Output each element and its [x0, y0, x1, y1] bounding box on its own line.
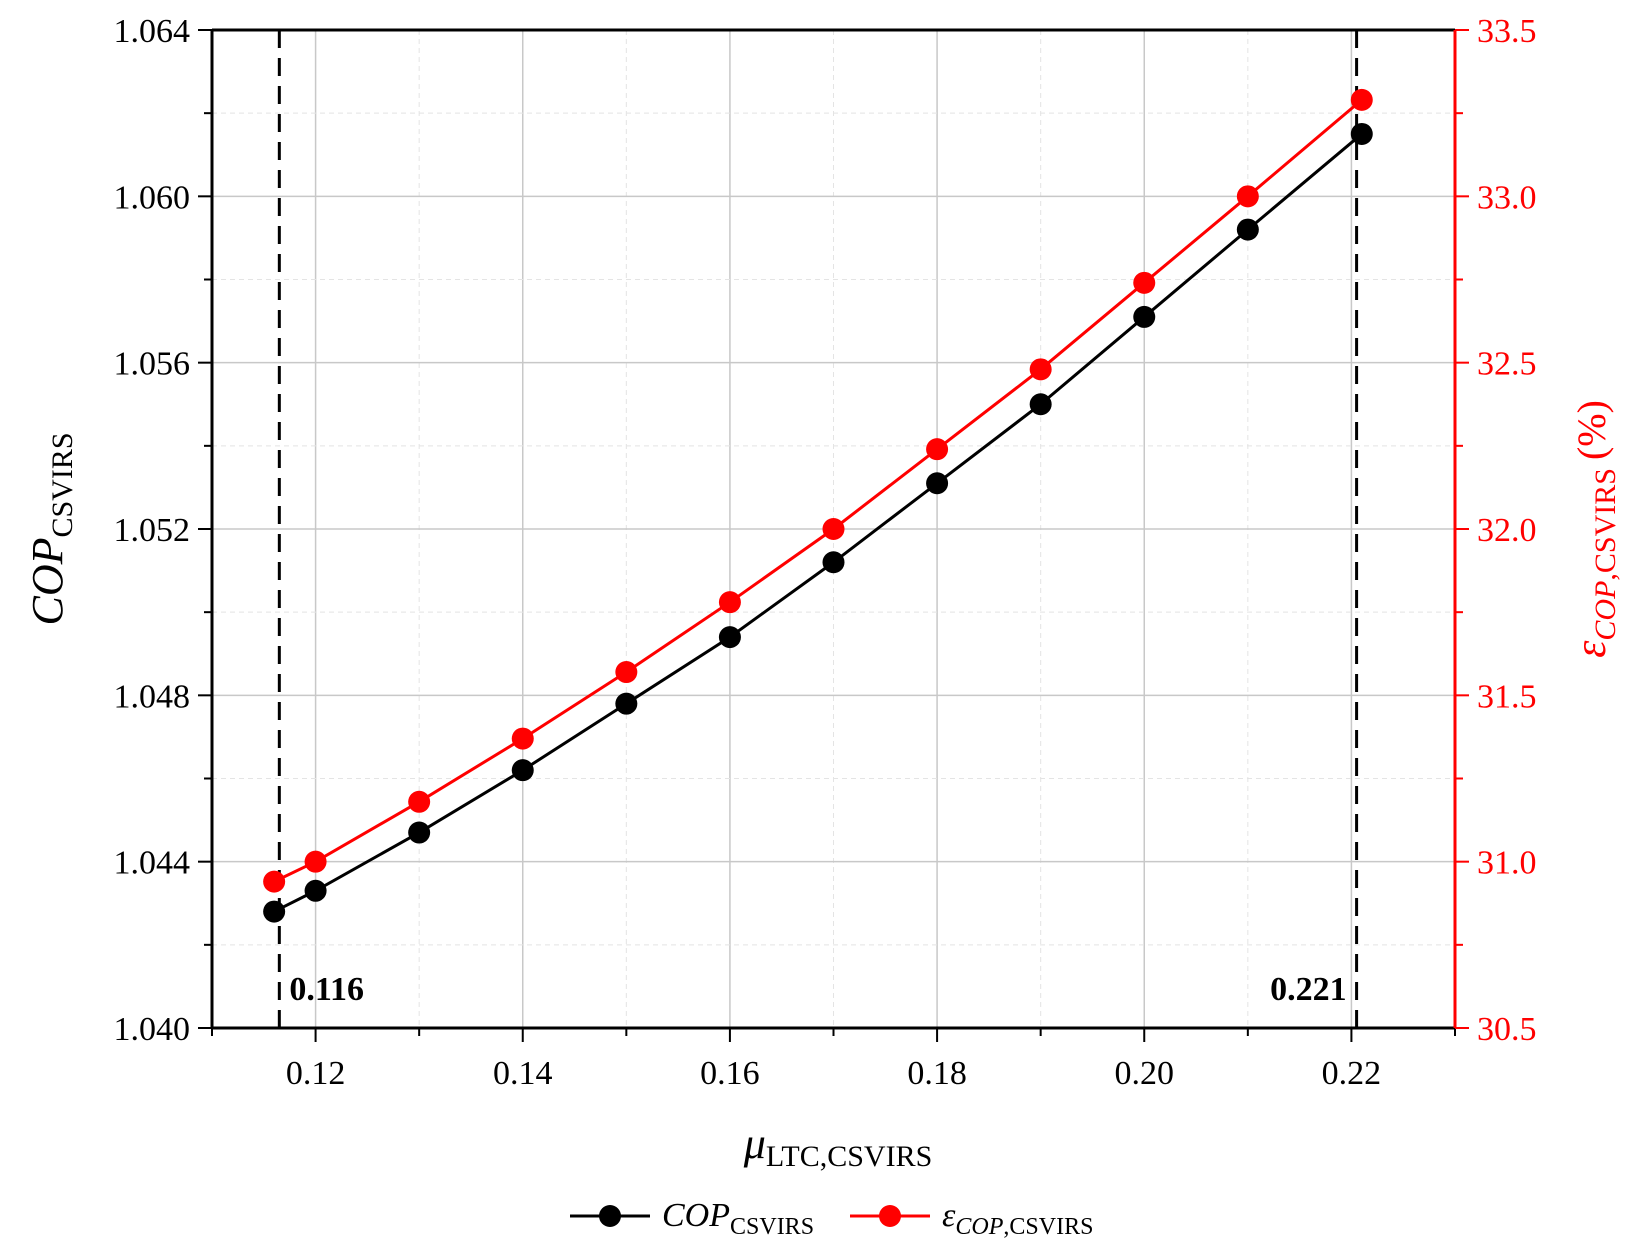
- legend-marker-epsilon: [879, 1205, 901, 1227]
- y-left-tick-label: 1.048: [114, 678, 191, 715]
- x-tick-label: 0.18: [907, 1055, 967, 1092]
- y-right-tick-label: 30.5: [1477, 1011, 1537, 1048]
- data-point-0: [1350, 122, 1373, 145]
- data-point-1: [615, 661, 638, 684]
- data-point-0: [511, 759, 534, 782]
- y-right-tick-label: 31.5: [1477, 678, 1537, 715]
- y-left-tick-label: 1.040: [114, 1011, 191, 1048]
- data-point-1: [304, 850, 327, 873]
- data-point-1: [718, 591, 741, 614]
- x-tick-label: 0.20: [1115, 1055, 1175, 1092]
- x-tick-label: 0.16: [700, 1055, 760, 1092]
- y-left-tick-label: 1.044: [114, 845, 191, 882]
- data-point-0: [408, 821, 431, 844]
- y-right-tick-label: 32.5: [1477, 346, 1537, 383]
- y-left-axis-title: COPCSVIRS: [23, 432, 79, 625]
- data-point-1: [926, 438, 949, 461]
- data-point-0: [926, 472, 949, 495]
- y-left-tick-label: 1.064: [114, 13, 191, 50]
- x-axis-title: μLTC,CSVIRS: [743, 1119, 933, 1173]
- y-left-tick-label: 1.056: [114, 346, 191, 383]
- data-point-1: [1236, 185, 1259, 208]
- data-point-0: [263, 900, 286, 923]
- data-point-1: [511, 727, 534, 750]
- y-right-tick-label: 31.0: [1477, 845, 1537, 882]
- reference-line-label: 0.116: [289, 971, 364, 1008]
- x-tick-label: 0.14: [493, 1055, 553, 1092]
- data-point-1: [408, 790, 431, 813]
- series-line-0: [273, 132, 1363, 913]
- data-point-0: [1133, 305, 1156, 328]
- data-point-0: [718, 626, 741, 649]
- data-point-1: [1029, 358, 1052, 381]
- data-point-0: [822, 551, 845, 574]
- legend-label-epsilon: εCOP,CSVIRS: [942, 1197, 1093, 1240]
- y-left-tick-label: 1.060: [114, 179, 191, 216]
- y-left-tick-label: 1.052: [114, 512, 191, 549]
- data-point-1: [1350, 88, 1373, 111]
- data-point-1: [1133, 271, 1156, 294]
- data-point-0: [615, 692, 638, 715]
- data-point-0: [1236, 218, 1259, 241]
- x-tick-label: 0.22: [1322, 1055, 1382, 1092]
- data-point-0: [304, 879, 327, 902]
- x-tick-label: 0.12: [286, 1055, 346, 1092]
- y-right-tick-label: 33.0: [1477, 179, 1537, 216]
- legend-item-epsilon: εCOP,CSVIRS: [850, 1197, 1093, 1240]
- y-right-axis-title: εCOP,CSVIRS(%): [1566, 400, 1622, 658]
- y-right-tick-label: 32.0: [1477, 512, 1537, 549]
- reference-line-label: 0.221: [1270, 971, 1347, 1008]
- data-point-1: [822, 518, 845, 540]
- data-point-0: [1029, 393, 1052, 416]
- grid: [212, 30, 1455, 1028]
- series-line-1: [273, 98, 1363, 883]
- y-right-tick-label: 33.5: [1477, 13, 1537, 50]
- series-group: [263, 88, 1373, 923]
- legend-marker-cop: [599, 1205, 621, 1227]
- legend-label-cop: COPCSVIRS: [662, 1197, 814, 1240]
- legend-item-cop: COPCSVIRS: [570, 1197, 814, 1240]
- reference-lines: 0.116 0.221: [277, 30, 1359, 1028]
- data-point-1: [263, 870, 286, 893]
- legend: COPCSVIRS εCOP,CSVIRS: [570, 1197, 1093, 1240]
- ticks: 0.12 0.14 0.16 0.18 0.20 0.22 1.040 1.044 1.048 1…: [114, 13, 1537, 1092]
